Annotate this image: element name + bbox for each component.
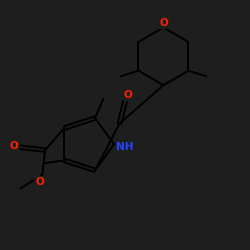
Text: O: O [35, 177, 44, 187]
Text: O: O [123, 90, 132, 100]
Text: NH: NH [116, 142, 134, 152]
Text: O: O [9, 141, 18, 151]
Text: O: O [159, 18, 168, 28]
